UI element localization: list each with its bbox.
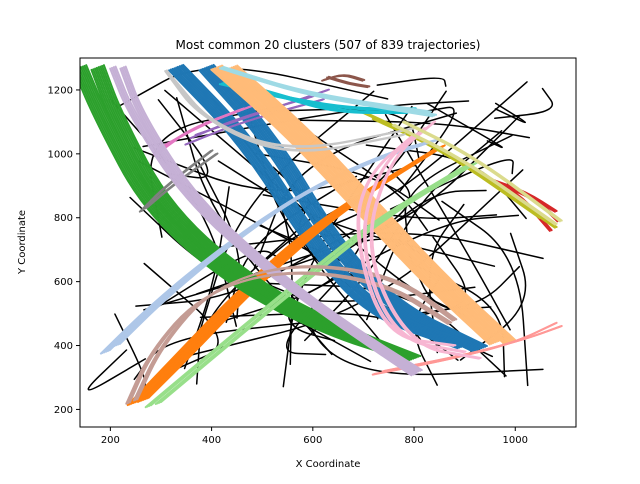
- cluster-2-trajectory: [147, 144, 446, 399]
- cluster-1-trajectory: [176, 65, 468, 346]
- cluster-12-trajectory: [210, 68, 491, 346]
- cluster-19-trajectory: [402, 121, 561, 223]
- cluster-12-trajectory: [227, 67, 508, 345]
- cluster-17-trajectory: [358, 133, 457, 347]
- cluster-6-trajectory: [326, 76, 369, 89]
- cluster-15-trajectory: [119, 67, 418, 374]
- cluster-1-trajectory: [173, 67, 464, 348]
- y-axis-label: Y Coordinate: [17, 210, 28, 275]
- noise-trajectory: [342, 165, 411, 253]
- cluster-7-trajectory: [161, 104, 255, 148]
- cluster-1-trajectory: [200, 68, 476, 352]
- cluster-17-trajectory: [371, 120, 482, 359]
- cluster-12-trajectory: [213, 67, 495, 344]
- cluster-3-trajectory: [80, 72, 403, 358]
- cluster-12-trajectory: [232, 65, 513, 343]
- cluster-20-trajectory: [232, 69, 438, 116]
- cluster-15-trajectory: [111, 66, 415, 376]
- noise-trajectory: [494, 87, 553, 120]
- cluster-18-trajectory: [171, 75, 406, 152]
- cluster-1-trajectory: [207, 65, 483, 350]
- cluster-19-trajectory: [393, 123, 558, 225]
- cluster-1-trajectory: [175, 66, 466, 347]
- cluster-12-trajectory: [236, 64, 517, 342]
- cluster-3-trajectory: [80, 77, 401, 358]
- x-tick-label: 1000: [503, 435, 528, 446]
- noise-trajectory: [175, 97, 333, 356]
- cluster-19-trajectory: [403, 120, 563, 222]
- cluster-12-trajectory: [230, 66, 512, 344]
- cluster-3-trajectory: [92, 68, 411, 361]
- cluster-3-trajectory: [99, 65, 418, 359]
- cluster-1-trajectory: [178, 65, 470, 346]
- y-axis: 200 400 600 800 1000 1200: [48, 85, 80, 416]
- cluster-3-trajectory: [94, 67, 413, 361]
- noise-trajectory: [441, 200, 529, 387]
- y-tick-label: 400: [54, 341, 73, 352]
- cluster-14-trajectory: [383, 325, 563, 372]
- cluster-12-trajectory: [217, 65, 498, 343]
- cluster-3-trajectory: [97, 66, 416, 359]
- cluster-19-trajectory: [391, 124, 556, 226]
- noise-trajectory: [376, 77, 447, 87]
- cluster-6-trajectory: [327, 75, 371, 88]
- cluster-12-trajectory: [225, 68, 506, 346]
- y-tick-label: 1200: [48, 85, 73, 96]
- cluster-1-trajectory: [210, 64, 487, 348]
- cluster-8-trajectory: [145, 152, 219, 209]
- cluster-15-trajectory: [122, 66, 421, 372]
- cluster-3-trajectory: [90, 68, 409, 362]
- cluster-3-trajectory: [80, 66, 406, 356]
- cluster-1-trajectory: [169, 68, 461, 349]
- chart-title: Most common 20 clusters (507 of 839 traj…: [176, 38, 481, 52]
- cluster-3-trajectory: [95, 66, 415, 360]
- cluster-15-trajectory: [121, 66, 420, 373]
- y-tick-label: 800: [54, 213, 73, 224]
- plot-frame: [79, 57, 577, 428]
- cluster-1-trajectory: [171, 67, 463, 348]
- x-axis-label: X Coordinate: [296, 459, 361, 470]
- x-tick-label: 400: [202, 435, 221, 446]
- y-tick-label: 1000: [48, 149, 73, 160]
- cluster-13-trajectory: [160, 161, 479, 403]
- cluster-6-trajectory: [322, 74, 366, 81]
- plot-area: [80, 63, 563, 409]
- x-tick-label: 200: [101, 435, 120, 446]
- cluster-1-trajectory: [209, 65, 485, 349]
- x-tick-label: 800: [404, 435, 423, 446]
- cluster-1-trajectory: [168, 69, 459, 350]
- noise-trajectory: [87, 349, 147, 391]
- cluster-3-trajectory: [80, 67, 404, 357]
- cluster-12-trajectory: [219, 65, 500, 342]
- cluster-3-trajectory: [101, 64, 420, 358]
- cluster-3-trajectory: [80, 82, 399, 359]
- x-axis: 200 400 600 800 1000: [101, 427, 528, 446]
- cluster-15-trajectory: [124, 65, 423, 372]
- noise-trajectory: [494, 102, 527, 124]
- cluster-12-trajectory: [215, 66, 496, 344]
- y-tick-label: 200: [54, 405, 73, 416]
- x-tick-label: 600: [303, 435, 322, 446]
- cluster-12-trajectory: [212, 67, 493, 345]
- noise-trajectory: [289, 292, 544, 376]
- y-tick-label: 600: [54, 277, 73, 288]
- cluster-15-trajectory: [109, 67, 413, 377]
- noise-trajectory: [426, 102, 503, 149]
- cluster-12-trajectory: [229, 67, 510, 344]
- noise-trajectory: [157, 99, 209, 179]
- cluster-12-trajectory: [234, 65, 515, 342]
